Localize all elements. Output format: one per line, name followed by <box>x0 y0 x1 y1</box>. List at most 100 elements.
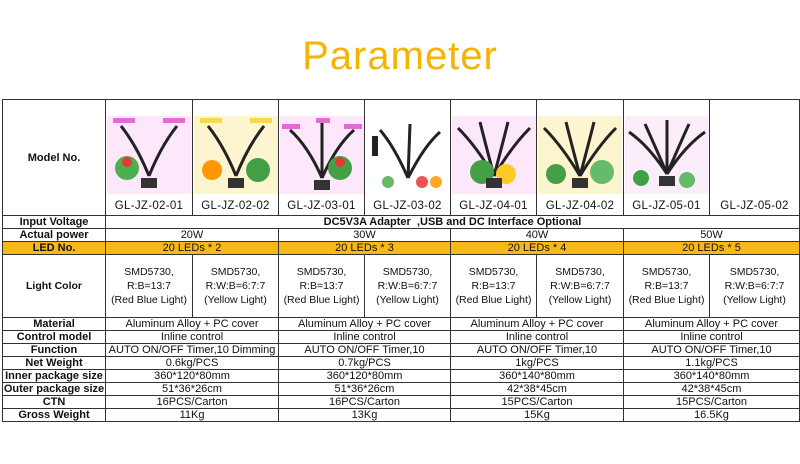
control-value: Inline control <box>450 330 624 344</box>
row-label-actual-power: Actual power <box>2 228 106 242</box>
function-value: AUTO ON/OFF Timer,10 <box>623 343 800 357</box>
model-cell: GL-JZ-04-01 <box>450 99 537 216</box>
net-weight-value: 1kg/PCS <box>450 356 624 370</box>
model-cell: GL-JZ-03-02 <box>364 99 451 216</box>
model-number: GL-JZ-02-01 <box>114 200 184 212</box>
material-value: Aluminum Alloy + PC cover <box>105 317 279 331</box>
led-value: 20 LEDs * 3 <box>278 241 451 255</box>
model-number: GL-JZ-04-02 <box>545 200 615 212</box>
function-value: AUTO ON/OFF Timer,10 <box>450 343 624 357</box>
outer-package-value: 51*36*26cm <box>105 382 279 396</box>
model-cell: GL-JZ-05-01 <box>623 99 710 216</box>
product-image-pink-3head <box>279 116 364 194</box>
product-image-pink-2head <box>107 116 191 194</box>
outer-package-row: Outer package size 51*36*26cm 51*36*26cm… <box>2 382 800 396</box>
model-number: GL-JZ-04-01 <box>459 200 528 212</box>
control-model-row: Control model Inline control Inline cont… <box>2 330 800 344</box>
gross-weight-value: 15Kg <box>450 408 624 422</box>
actual-power-row: Actual power 20W 30W 40W 50W <box>2 228 800 242</box>
product-image-yellow-4head <box>538 116 622 194</box>
ctn-value: 15PCS/Carton <box>623 395 800 409</box>
input-voltage-value: DC5V3A Adapter ,USB and DC Interface Opt… <box>105 215 800 229</box>
row-label-material: Material <box>2 317 106 331</box>
row-label-light-color: Light Color <box>2 254 106 318</box>
control-value: Inline control <box>623 330 800 344</box>
product-image-pink-4head <box>451 116 536 194</box>
material-row: Material Aluminum Alloy + PC cover Alumi… <box>2 317 800 331</box>
light-color-cell: SMD5730, R:B=13:7 (Red Blue Light) <box>450 254 537 318</box>
ctn-row: CTN 16PCS/Carton 16PCS/Carton 15PCS/Cart… <box>2 395 800 409</box>
inner-package-value: 360*120*80mm <box>105 369 279 383</box>
model-row: Model No. GL-JZ-02-01 GL-JZ-02-02 <box>2 99 800 216</box>
model-number: GL-JZ-05-01 <box>632 200 701 212</box>
row-label-control-model: Control model <box>2 330 106 344</box>
net-weight-value: 0.7kg/PCS <box>278 356 451 370</box>
light-color-cell: SMD5730, R:W:B=6:7:7 (Yellow Light) <box>536 254 624 318</box>
control-value: Inline control <box>278 330 451 344</box>
function-value: AUTO ON/OFF Timer,10 <box>278 343 451 357</box>
material-value: Aluminum Alloy + PC cover <box>450 317 624 331</box>
row-label-ctn: CTN <box>2 395 106 409</box>
model-number: GL-JZ-02-02 <box>201 200 270 212</box>
product-image-3head-white <box>365 116 450 194</box>
row-label-outer-package: Outer package size <box>2 382 106 396</box>
outer-package-value: 42*38*45cm <box>450 382 624 396</box>
net-weight-row: Net Weight 0.6kg/PCS 0.7kg/PCS 1kg/PCS 1… <box>2 356 800 370</box>
power-value: 30W <box>278 228 451 242</box>
inner-package-value: 360*140*80mm <box>623 369 800 383</box>
inner-package-value: 360*120*80mm <box>278 369 451 383</box>
row-label-gross-weight: Gross Weight <box>2 408 106 422</box>
row-label-function: Function <box>2 343 106 357</box>
page-title: Parameter <box>302 34 498 78</box>
material-value: Aluminum Alloy + PC cover <box>623 317 800 331</box>
light-color-cell: SMD5730, R:W:B=6:7:7 (Yellow Light) <box>192 254 279 318</box>
input-voltage-row: Input Voltage DC5V3A Adapter ,USB and DC… <box>2 215 800 229</box>
net-weight-value: 1.1kg/PCS <box>623 356 800 370</box>
outer-package-value: 51*36*26cm <box>278 382 451 396</box>
model-cell: GL-JZ-04-02 <box>536 99 624 216</box>
material-value: Aluminum Alloy + PC cover <box>278 317 451 331</box>
led-value: 20 LEDs * 2 <box>105 241 279 255</box>
power-value: 40W <box>450 228 624 242</box>
inner-package-value: 360*140*80mm <box>450 369 624 383</box>
light-color-cell: SMD5730, R:B=13:7 (Red Blue Light) <box>623 254 710 318</box>
model-cell: GL-JZ-05-02 <box>709 99 800 216</box>
row-label-input-voltage: Input Voltage <box>2 215 106 229</box>
ctn-value: 16PCS/Carton <box>278 395 451 409</box>
led-value: 20 LEDs * 5 <box>623 241 800 255</box>
row-label-inner-package: Inner package size <box>2 369 106 383</box>
model-number: GL-JZ-03-01 <box>287 200 356 212</box>
model-cell: GL-JZ-02-01 <box>105 99 193 216</box>
power-value: 20W <box>105 228 279 242</box>
outer-package-value: 42*38*45cm <box>623 382 800 396</box>
row-label-net-weight: Net Weight <box>2 356 106 370</box>
light-color-cell: SMD5730, R:B=13:7 (Red Blue Light) <box>105 254 193 318</box>
light-color-cell: SMD5730, R:W:B=6:7:7 (Yellow Light) <box>709 254 800 318</box>
light-color-row: Light Color SMD5730, R:B=13:7 (Red Blue Li… <box>2 254 800 318</box>
product-image-pink-5head <box>624 116 709 194</box>
function-value: AUTO ON/OFF Timer,10 Dimming <box>105 343 279 357</box>
row-label-model: Model No. <box>2 99 106 216</box>
led-value: 20 LEDs * 4 <box>450 241 624 255</box>
gross-weight-row: Gross Weight 11Kg 13Kg 15Kg 16.5Kg <box>2 408 800 422</box>
power-value: 50W <box>623 228 800 242</box>
led-no-row: LED No. 20 LEDs * 2 20 LEDs * 3 20 LEDs … <box>2 241 800 255</box>
control-value: Inline control <box>105 330 279 344</box>
ctn-value: 16PCS/Carton <box>105 395 279 409</box>
gross-weight-value: 13Kg <box>278 408 451 422</box>
model-cell: GL-JZ-02-02 <box>192 99 279 216</box>
product-image-yellow-2head <box>193 116 278 194</box>
light-color-cell: SMD5730, R:W:B=6:7:7 (Yellow Light) <box>364 254 451 318</box>
parameter-table: Model No. GL-JZ-02-01 GL-JZ-02-02 <box>2 99 800 422</box>
gross-weight-value: 11Kg <box>105 408 279 422</box>
inner-package-row: Inner package size 360*120*80mm 360*120*… <box>2 369 800 383</box>
gross-weight-value: 16.5Kg <box>623 408 800 422</box>
model-number: GL-JZ-03-02 <box>373 200 442 212</box>
model-number: GL-JZ-05-02 <box>720 200 789 212</box>
function-row: Function AUTO ON/OFF Timer,10 Dimming AU… <box>2 343 800 357</box>
model-cell: GL-JZ-03-01 <box>278 99 365 216</box>
row-label-led-no: LED No. <box>2 241 106 255</box>
ctn-value: 15PCS/Carton <box>450 395 624 409</box>
net-weight-value: 0.6kg/PCS <box>105 356 279 370</box>
light-color-cell: SMD5730, R:B=13:7 (Red Blue Light) <box>278 254 365 318</box>
